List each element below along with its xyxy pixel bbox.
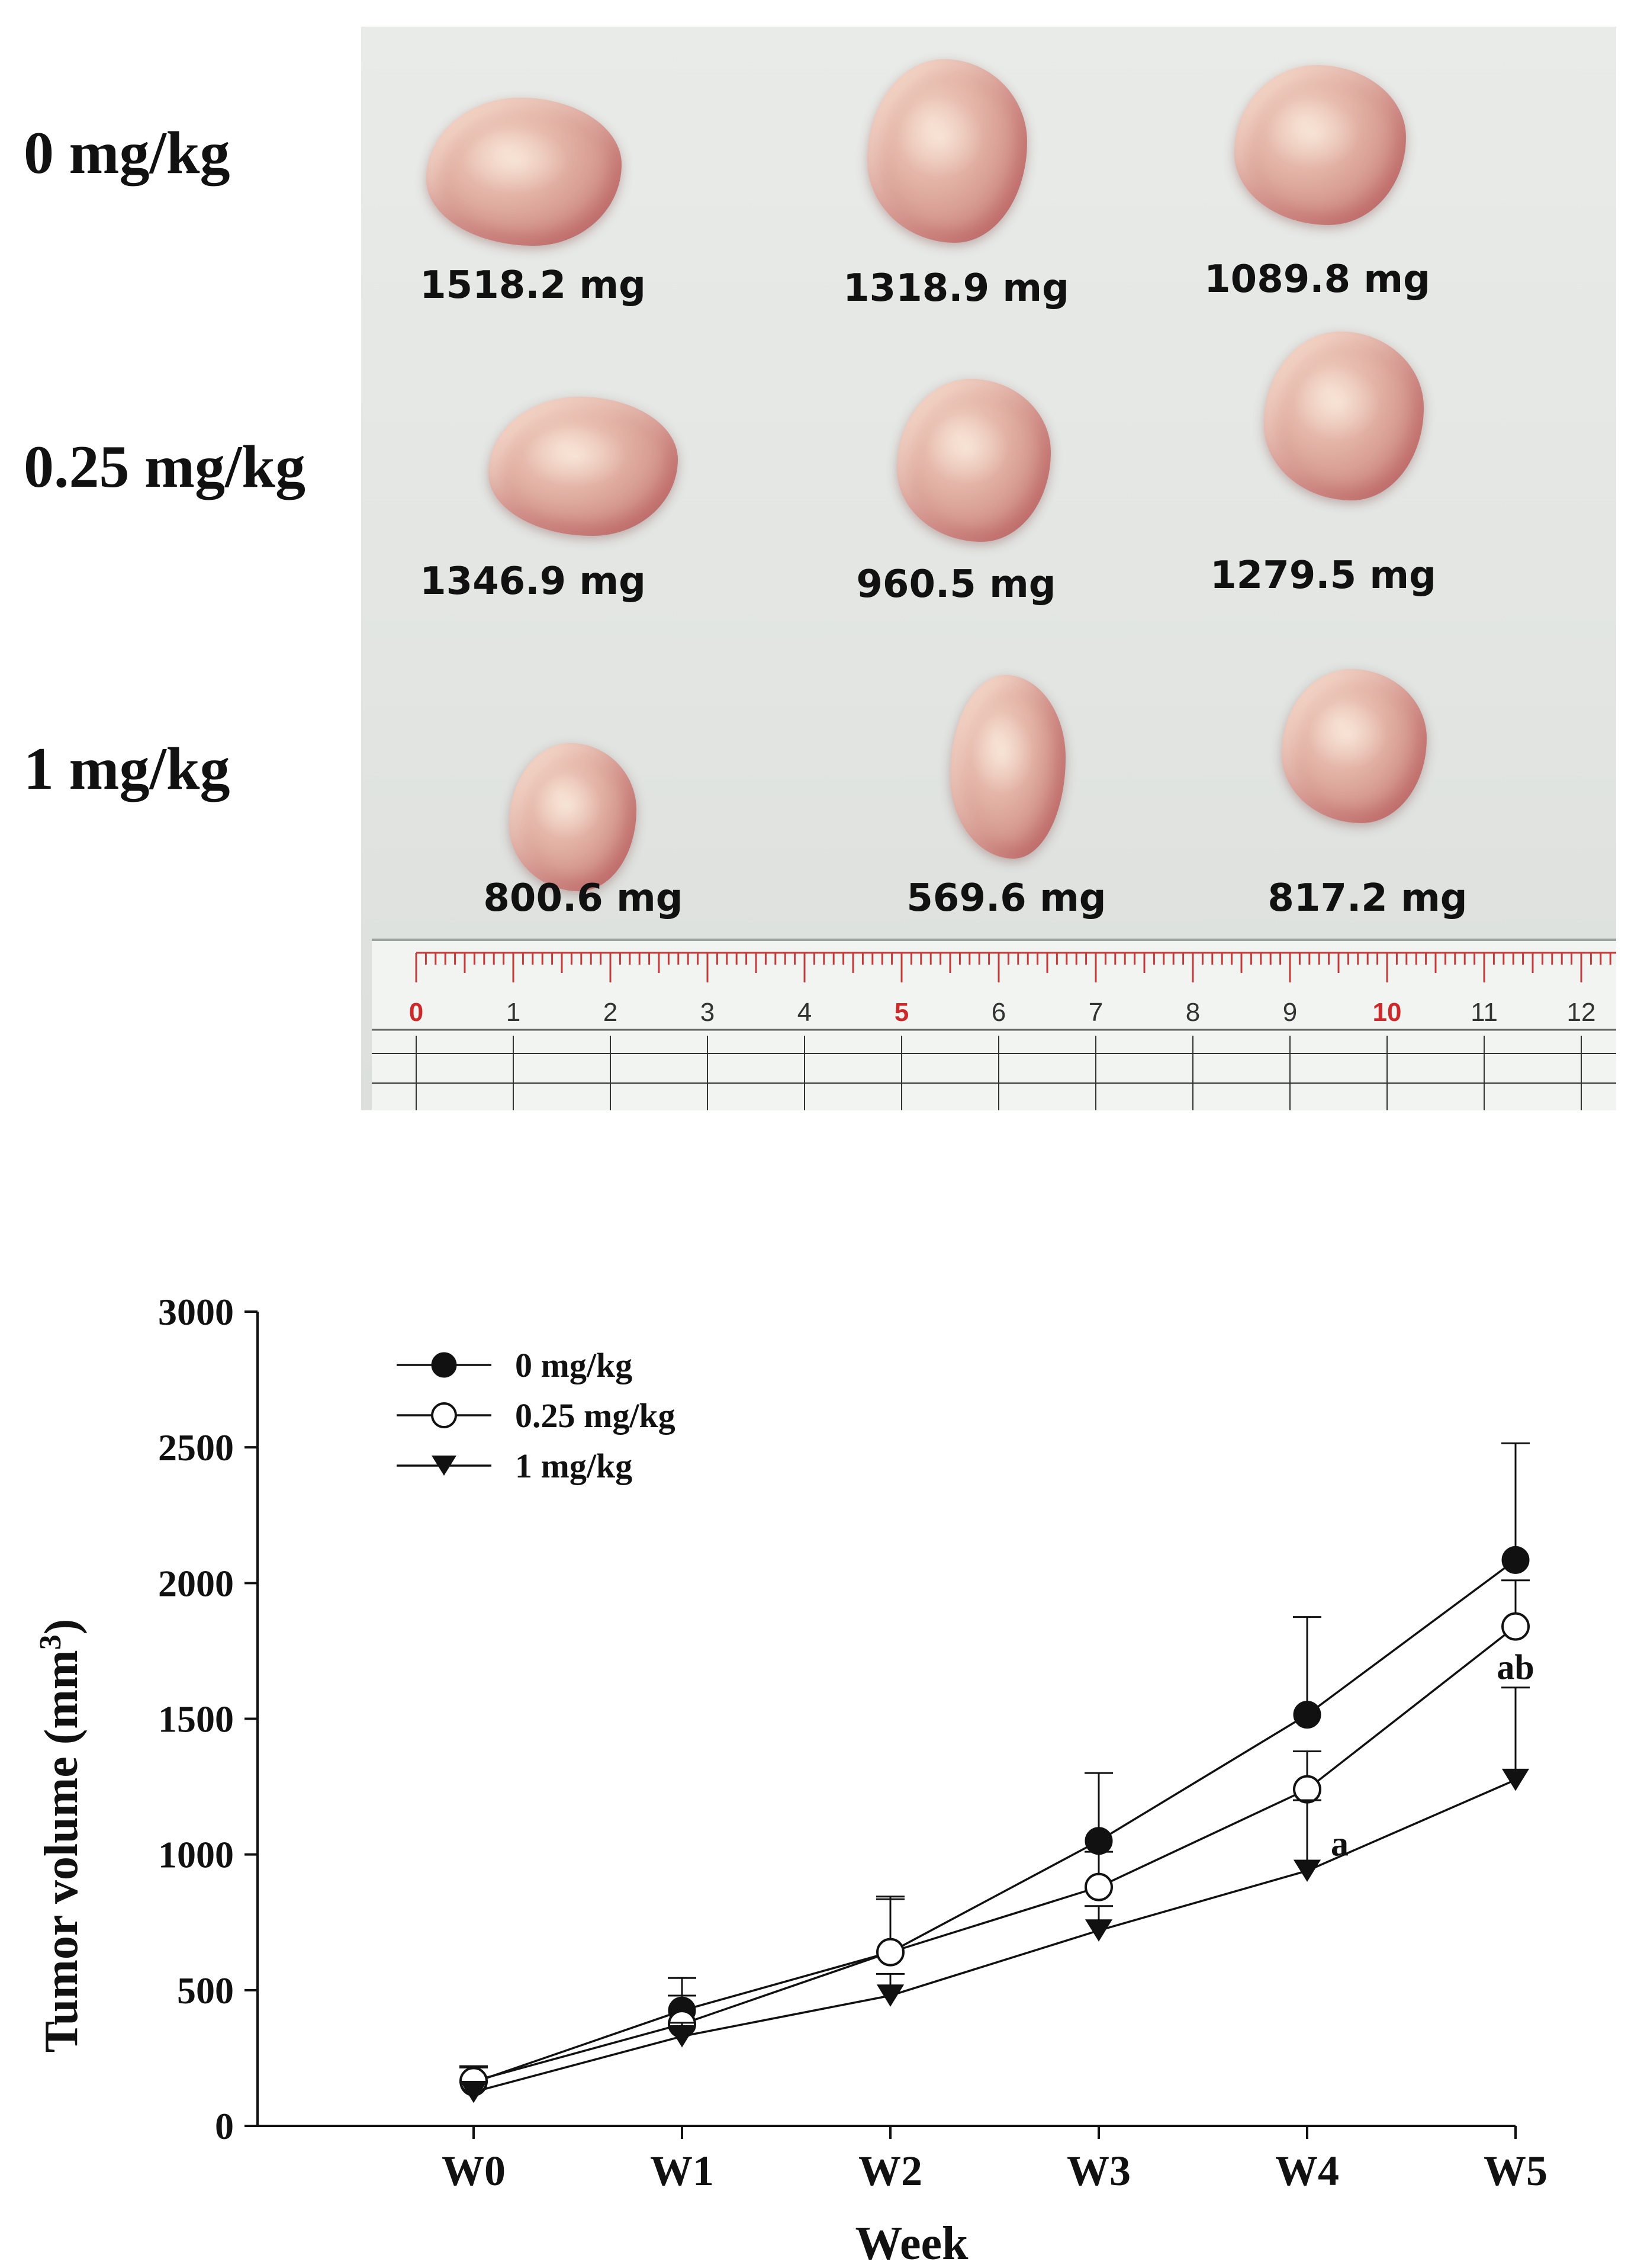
marker-filled-circle <box>1085 1827 1113 1855</box>
tumor-weight-label: 1318.9 mg <box>843 266 1069 310</box>
marker-open-circle <box>1293 1775 1321 1804</box>
dose-label-0-25: 0.25 mg/kg <box>24 433 306 500</box>
tumor-specimen <box>1282 669 1427 823</box>
marker-open-circle <box>431 1402 457 1428</box>
ruler-ticks: 0 1 2 3 4 5 6 7 8 9 10 11 12 <box>372 952 1616 1110</box>
series-1 <box>459 1579 1530 2096</box>
dose-label-0: 0 mg/kg <box>24 120 230 187</box>
marker-triangle-down <box>1085 1919 1113 1942</box>
series-0 <box>459 1442 1530 2097</box>
ruler-number: 3 <box>700 998 715 1027</box>
ruler: 0 1 2 3 4 5 6 7 8 9 10 11 12 <box>372 939 1616 1110</box>
tumor-specimen <box>1234 65 1406 225</box>
marker-triangle-down <box>668 2025 696 2048</box>
marker-open-circle <box>1085 1872 1113 1901</box>
tumor-weight-label: 800.6 mg <box>483 876 683 920</box>
y-axis-label-close: ) <box>36 1619 88 1635</box>
tumor-weight-label: 1089.8 mg <box>1204 258 1430 301</box>
ruler-number: 2 <box>603 998 617 1027</box>
x-tick-label: W0 <box>442 2147 506 2195</box>
tumor-specimen <box>509 743 636 891</box>
marker-triangle-down <box>459 2081 488 2103</box>
tumor-photo: 1518.2 mg 1318.9 mg 1089.8 mg 1346.9 mg … <box>361 27 1616 1110</box>
ruler-number: 10 <box>1373 998 1402 1027</box>
marker-filled-circle <box>1501 1546 1530 1574</box>
legend-label: 0.25 mg/kg <box>515 1396 675 1435</box>
x-tick-label: W5 <box>1484 2147 1548 2195</box>
legend-label: 0 mg/kg <box>515 1346 632 1384</box>
dose-label-1: 1 mg/kg <box>24 735 230 802</box>
axes: 0 500 1000 1500 2000 2500 3000 W0 W1 W2 W3 W4 W5 <box>158 1291 1548 2195</box>
ruler-number: 0 <box>409 998 423 1027</box>
marker-triangle-down <box>876 1984 905 2007</box>
y-tick-label: 2500 <box>158 1427 234 1469</box>
y-tick-label: 0 <box>215 2105 234 2147</box>
tumor-weight-label: 1518.2 mg <box>420 264 646 307</box>
y-tick-label: 1500 <box>158 1698 234 1740</box>
x-tick-label: W4 <box>1275 2147 1339 2195</box>
series-line <box>473 1625 1517 2083</box>
ruler-number: 5 <box>895 998 909 1027</box>
ruler-number: 4 <box>797 998 812 1027</box>
marker-filled-circle <box>431 1352 457 1378</box>
tumor-weight-label: 960.5 mg <box>856 563 1056 606</box>
series-line <box>473 1559 1517 2084</box>
series-line <box>473 1779 1516 2093</box>
series-group: a ab <box>459 1442 1534 2103</box>
x-tick-label: W1 <box>650 2147 714 2195</box>
tumor-weight-label: 569.6 mg <box>906 876 1106 920</box>
y-axis-label-superscript: 3 <box>34 1634 67 1650</box>
tumor-specimen <box>897 379 1051 542</box>
marker-triangle-down <box>432 1456 456 1476</box>
marker-triangle-down <box>1501 1768 1530 1791</box>
ruler-number: 6 <box>992 998 1006 1027</box>
x-axis-label: Week <box>855 2218 969 2262</box>
tumor-specimen <box>488 397 678 536</box>
tumor-weight-label: 1279.5 mg <box>1210 554 1436 597</box>
legend-label: 1 mg/kg <box>515 1447 632 1485</box>
x-tick-label: W2 <box>858 2147 922 2195</box>
marker-filled-circle <box>1293 1701 1321 1729</box>
y-axis-label: Tumor volume (mm3) <box>34 1619 88 2053</box>
tumor-specimen <box>867 59 1027 243</box>
y-tick-label: 1000 <box>158 1834 234 1876</box>
marker-open-circle <box>876 1938 905 1967</box>
ruler-number: 1 <box>506 998 520 1027</box>
marker-open-circle <box>1501 1612 1530 1641</box>
tumor-weight-label: 817.2 mg <box>1267 876 1468 920</box>
ruler-number: 12 <box>1567 998 1596 1027</box>
y-axis-label-text: Tumor volume (mm <box>36 1650 88 2052</box>
marker-triangle-down <box>1293 1859 1321 1882</box>
tumor-specimen <box>1264 332 1424 500</box>
x-tick-label: W3 <box>1067 2147 1131 2195</box>
tumor-specimen <box>426 98 622 246</box>
series-2 <box>459 1686 1530 2103</box>
tumor-specimen <box>950 675 1066 859</box>
ruler-number: 11 <box>1471 998 1498 1027</box>
y-tick-label: 3000 <box>158 1291 234 1333</box>
ruler-number: 9 <box>1283 998 1297 1027</box>
y-tick-label: 2000 <box>158 1562 234 1604</box>
tumor-volume-chart: 0 500 1000 1500 2000 2500 3000 W0 W1 W2 W3 W4 W5 a ab… <box>34 1291 1548 2262</box>
legend: 0 mg/kg 0.25 mg/kg 1 mg/kg <box>397 1346 675 1485</box>
tumor-weight-label: 1346.9 mg <box>420 560 646 603</box>
ruler-number: 7 <box>1089 998 1103 1027</box>
significance-annotation: a <box>1331 1824 1349 1863</box>
significance-annotation: ab <box>1497 1647 1534 1686</box>
ruler-number: 8 <box>1186 998 1200 1027</box>
y-tick-label: 500 <box>177 1970 234 2012</box>
